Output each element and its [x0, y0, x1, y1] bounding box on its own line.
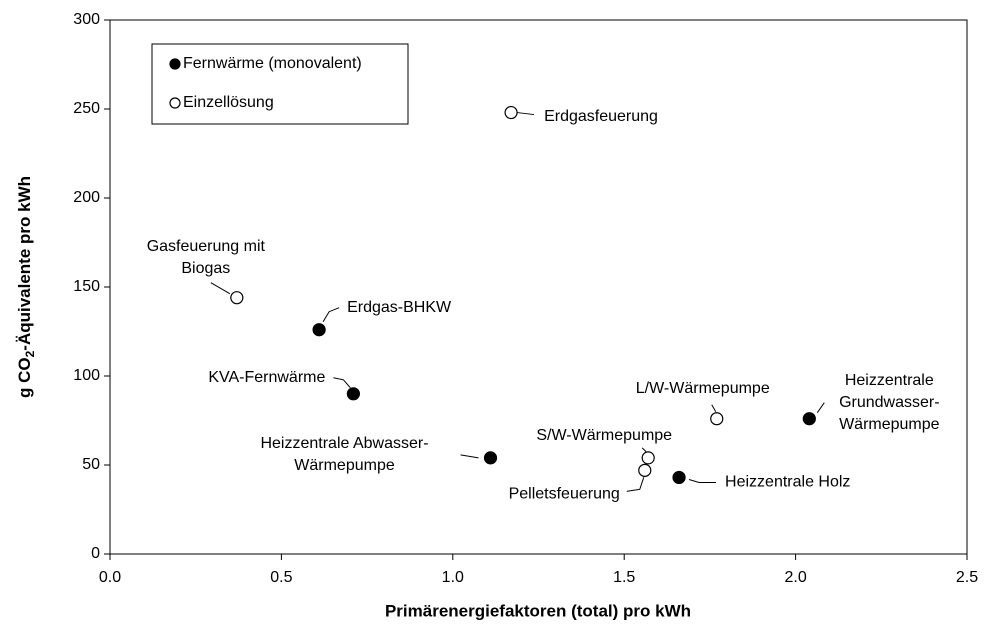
y-title-subscript: 2	[23, 350, 37, 357]
point-label: Erdgasfeuerung	[544, 108, 658, 125]
leader-line	[688, 478, 717, 483]
legend-marker	[169, 58, 181, 70]
point	[641, 451, 655, 465]
point-label: Heizzentrale Holz	[725, 474, 850, 491]
x-tick-label: 1.0	[442, 569, 464, 586]
leader-line	[816, 402, 825, 414]
point-label: Wärmepumpe	[839, 416, 940, 433]
point-label: Biogas	[181, 260, 230, 277]
y-tick-label: 100	[73, 367, 100, 384]
x-tick-label: 2.5	[956, 569, 978, 586]
leader-line	[333, 377, 351, 389]
legend-label: Fernwärme (monovalent)	[183, 55, 362, 72]
x-axis-title: Primärenergiefaktoren (total) pro kWh	[385, 601, 691, 620]
legend-label: Einzellösung	[183, 94, 274, 111]
y-axis-title: g CO2-Äquivalente pro kWh	[15, 176, 37, 398]
point	[638, 463, 652, 477]
x-tick-label: 0.0	[99, 569, 121, 586]
point-label: Wärmepumpe	[294, 457, 395, 474]
legend-marker	[169, 97, 181, 109]
point-label: Erdgas-BHKW	[347, 299, 452, 316]
point-label: Heizzentrale Abwasser-	[260, 435, 428, 452]
point-label: Heizzentrale	[845, 372, 934, 389]
point	[312, 323, 326, 337]
point-label: Pelletsfeuerung	[509, 486, 620, 503]
point	[346, 387, 360, 401]
leader-line	[517, 112, 535, 116]
x-tick-label: 2.0	[784, 569, 806, 586]
x-tick-label: 0.5	[270, 569, 292, 586]
point	[504, 105, 518, 120]
y-tick-label: 250	[73, 100, 100, 117]
leader-line	[322, 307, 340, 322]
leader-line	[210, 282, 231, 295]
point	[230, 291, 244, 305]
y-tick-label: 0	[91, 545, 100, 562]
y-title-part: -Äquivalente pro kWh	[15, 176, 34, 351]
y-tick-label: 150	[73, 278, 100, 295]
point	[802, 412, 816, 426]
point-label: L/W-Wärmepumpe	[636, 380, 770, 397]
legend-box	[151, 43, 409, 125]
point	[483, 451, 498, 465]
leader-line	[711, 404, 717, 412]
y-title-part: g CO	[15, 357, 34, 398]
leader-line	[626, 477, 645, 492]
point	[710, 412, 724, 426]
y-tick-label: 50	[82, 456, 100, 473]
x-tick-label: 1.5	[613, 569, 635, 586]
point-label: S/W-Wärmepumpe	[536, 427, 672, 444]
point-label: Grundwasser-	[839, 394, 939, 411]
point-label: Gasfeuerung mit	[147, 238, 266, 255]
point-label: KVA-Fernwärme	[208, 369, 325, 386]
y-tick-label: 200	[73, 189, 100, 206]
y-tick-label: 300	[73, 11, 100, 28]
leader-line	[460, 454, 479, 459]
point	[672, 470, 686, 485]
